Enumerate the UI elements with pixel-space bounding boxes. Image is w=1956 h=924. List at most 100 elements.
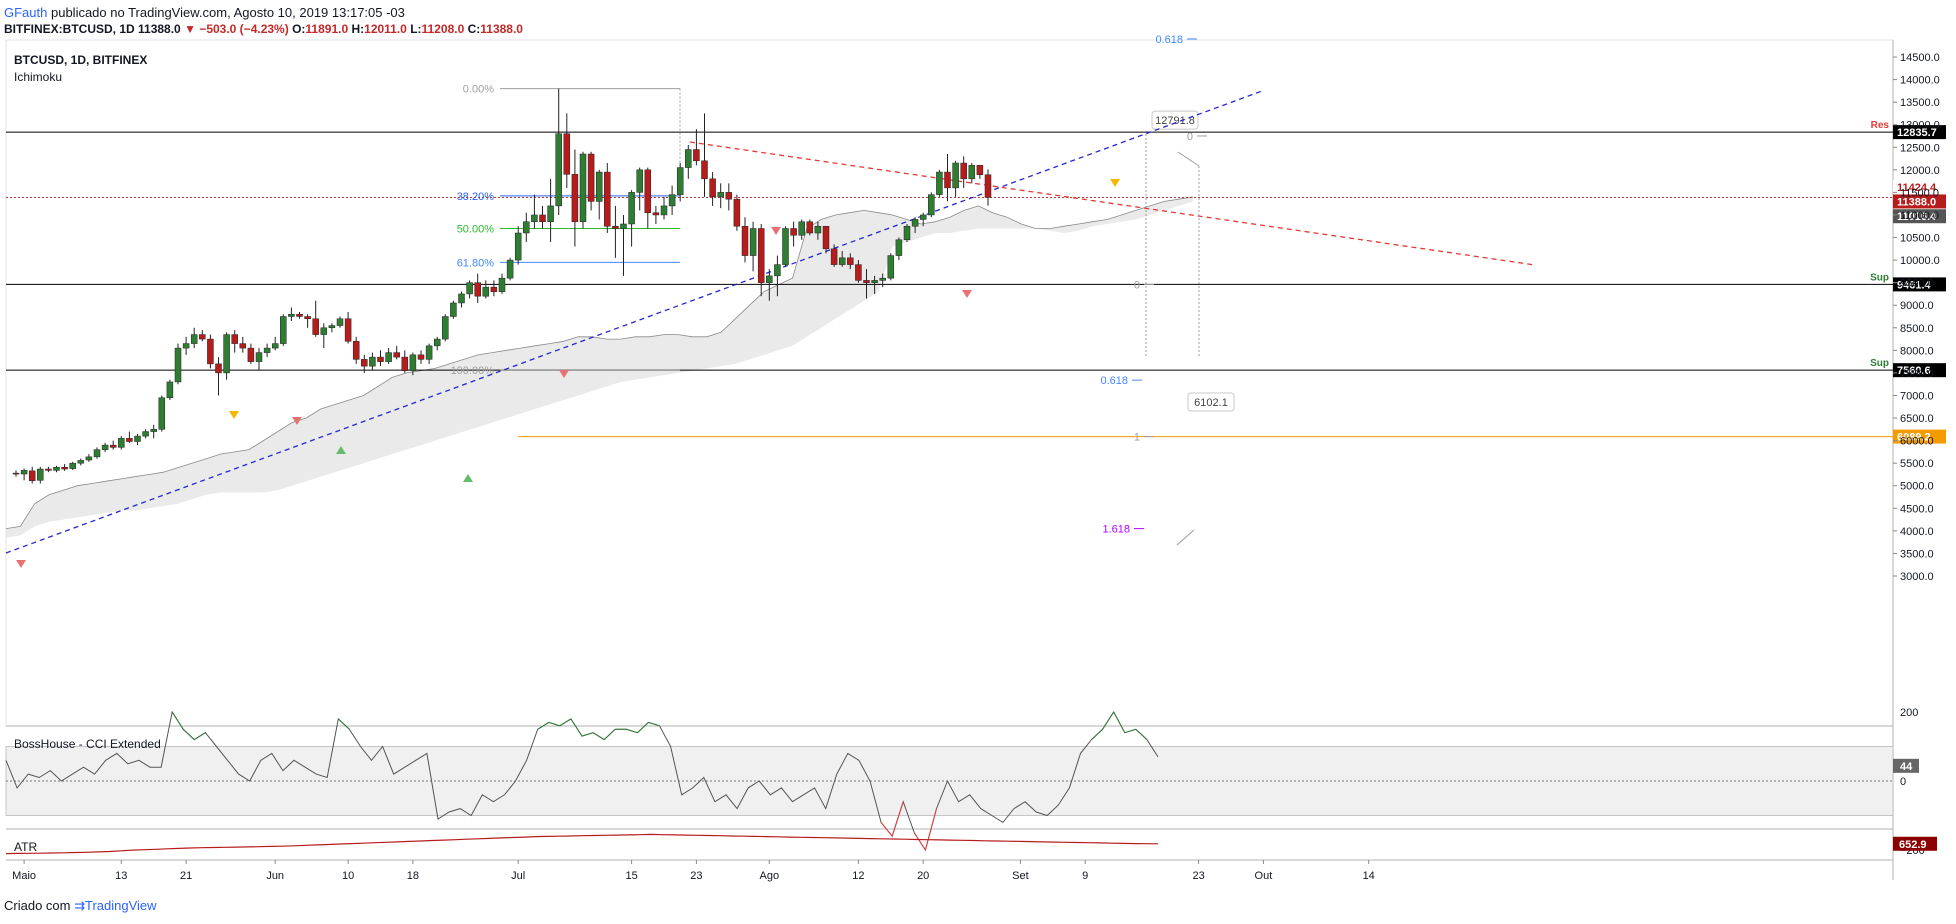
ascending-trendline xyxy=(5,90,1263,554)
candle xyxy=(644,167,652,229)
candle xyxy=(466,280,473,299)
fib-extension-label: 0 xyxy=(1134,279,1140,291)
candle xyxy=(352,336,360,364)
candle xyxy=(77,458,85,466)
candle-body xyxy=(644,169,652,213)
marker-down-icon xyxy=(16,560,26,568)
candle xyxy=(782,226,789,267)
cci-segment xyxy=(1124,728,1136,734)
fib-extension-label: 1.618 xyxy=(1102,524,1130,536)
candle xyxy=(928,192,935,218)
candle xyxy=(101,442,109,452)
candle-body xyxy=(717,192,724,198)
price-tag xyxy=(1893,194,1946,209)
price-axis[interactable]: 14500.0 14000.0 13500.0 13000.0 12500.0 12000… xyxy=(1893,52,1940,583)
candle-body xyxy=(822,225,830,250)
candle-body xyxy=(620,223,627,229)
candle-body xyxy=(263,347,271,353)
cci-title[interactable]: BossHouse - CCI Extended xyxy=(14,737,161,751)
x-tick-label: 20 xyxy=(917,870,929,882)
candle-body xyxy=(676,167,684,195)
candle xyxy=(207,334,214,369)
y-tick-label: 6500.0 xyxy=(1900,413,1934,425)
cci-segment xyxy=(337,718,350,730)
down-arrow-icon: ▼ xyxy=(184,22,196,36)
high-value: 12011.0 xyxy=(364,22,407,36)
candle-body xyxy=(182,343,190,349)
candle xyxy=(409,352,417,376)
price-note-box[interactable] xyxy=(1187,392,1235,412)
candle-body xyxy=(919,214,927,220)
price-tag-label: 7560.6 xyxy=(1897,365,1931,377)
candle-body xyxy=(425,345,433,360)
price-tag-label: 9461.4 xyxy=(1897,279,1932,291)
price-tag xyxy=(1893,125,1946,140)
candle-body xyxy=(587,153,595,202)
indicator-legend[interactable]: Ichimoku xyxy=(14,70,62,84)
candle-body xyxy=(28,470,36,482)
cci-segment xyxy=(171,711,184,730)
candle xyxy=(271,336,279,351)
cci-band xyxy=(5,746,1894,816)
candle xyxy=(749,221,757,272)
x-tick-label: Out xyxy=(1255,870,1273,882)
candle-body xyxy=(976,165,984,175)
footer: Criado com ⇉TradingView xyxy=(4,898,157,914)
author-link[interactable]: GFauth xyxy=(4,5,48,20)
candle xyxy=(976,165,984,179)
candle xyxy=(53,465,60,473)
price-note-box[interactable] xyxy=(1151,110,1199,130)
x-tick-label: 13 xyxy=(115,870,127,882)
cloud-edge xyxy=(5,196,1193,529)
tradingview-brand[interactable]: TradingView xyxy=(85,898,157,913)
candle xyxy=(458,291,465,308)
candle xyxy=(741,217,749,263)
candle-body xyxy=(458,293,465,304)
candle-body xyxy=(77,460,85,464)
candle-body xyxy=(806,221,814,234)
cci-segment xyxy=(548,721,560,727)
candle-body xyxy=(701,160,708,180)
cci-segment xyxy=(913,832,926,851)
candle xyxy=(660,196,668,220)
candle xyxy=(109,440,117,450)
candle-body xyxy=(45,468,52,471)
candle-body xyxy=(984,174,992,198)
ohlc-summary: BITFINEX:BTCUSD, 1D 11388.0 ▼ −503.0 (−4… xyxy=(4,21,523,38)
candle xyxy=(806,219,814,236)
candle-body xyxy=(506,259,514,279)
candle-body xyxy=(660,205,668,216)
candle xyxy=(595,169,603,220)
time-axis[interactable]: Maio 13 21 Jun 10 18 Jul 15 23 Ago 12 20 Set 9 23 Out 14 xyxy=(12,860,1375,882)
level-label: Sup xyxy=(1870,272,1889,283)
atr-title[interactable]: ATR xyxy=(14,840,37,854)
cci-segment xyxy=(182,728,195,740)
candle-body xyxy=(685,149,692,168)
candle-body xyxy=(37,468,44,481)
candle xyxy=(919,212,927,227)
candle xyxy=(855,260,862,283)
marker-down-icon xyxy=(962,290,972,298)
y-tick-label: 8000.0 xyxy=(1900,345,1934,357)
candle-body xyxy=(604,171,611,227)
candle-body xyxy=(101,444,109,450)
candle xyxy=(733,194,741,231)
candle xyxy=(85,454,93,462)
price-tag-label: 11016.4 xyxy=(1897,211,1937,223)
candle-body xyxy=(474,282,481,297)
low-value: 11208.0 xyxy=(421,22,465,36)
atr-pane: 652.9 xyxy=(5,833,1937,855)
candle xyxy=(417,350,425,364)
candle-body xyxy=(936,171,943,195)
candle-body xyxy=(490,286,498,292)
candle-body xyxy=(296,313,303,317)
candle-body xyxy=(887,255,895,279)
candle xyxy=(369,352,376,371)
y-tick-label: 3000.0 xyxy=(1900,571,1934,583)
candle-body xyxy=(766,275,773,283)
candle xyxy=(693,129,700,166)
candle-body xyxy=(855,264,862,281)
candle xyxy=(93,447,101,459)
